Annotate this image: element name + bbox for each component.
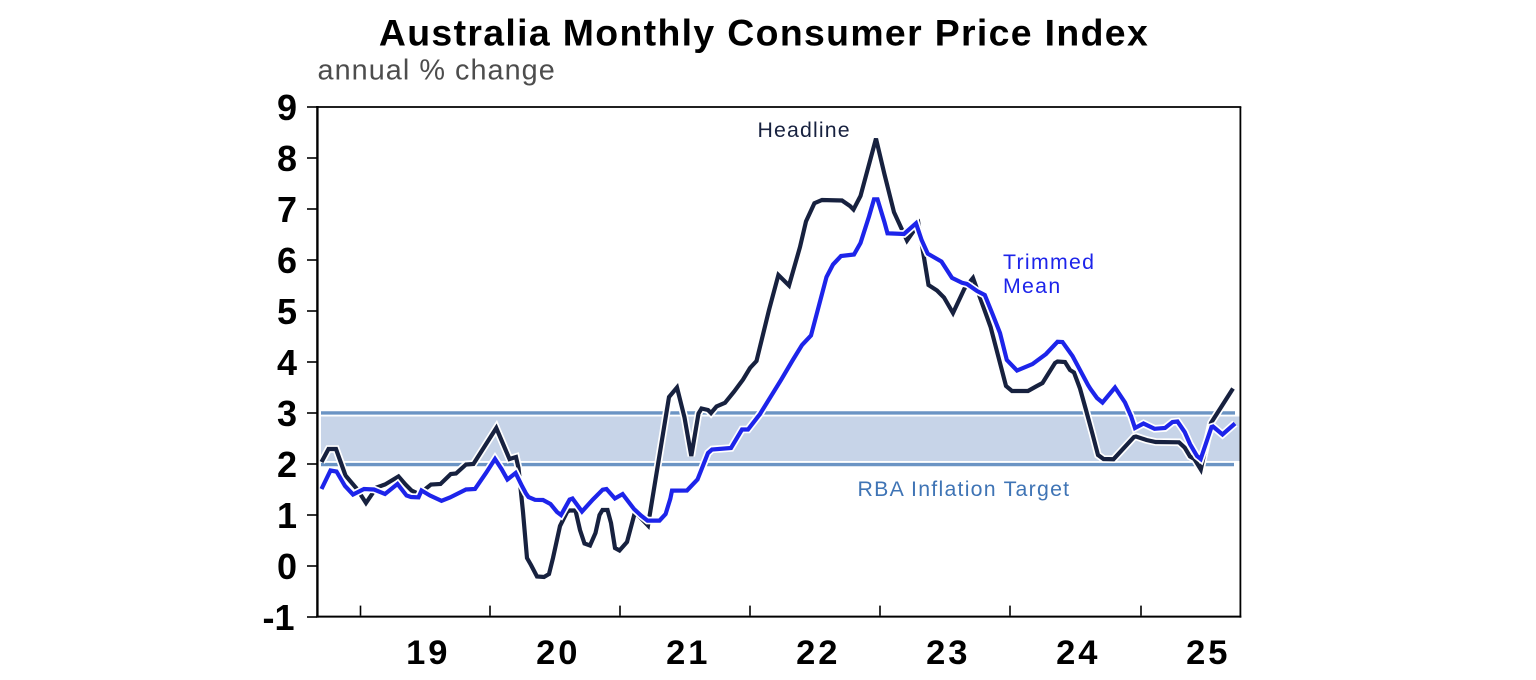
svg-text:Mean: Mean: [1003, 274, 1061, 298]
svg-text:annual % change: annual % change: [318, 54, 556, 86]
svg-text:Headline: Headline: [758, 118, 851, 142]
svg-text:2: 2: [277, 444, 297, 485]
svg-text:22: 22: [796, 634, 840, 672]
svg-text:6: 6: [277, 240, 297, 281]
svg-text:20: 20: [536, 634, 580, 672]
svg-text:1: 1: [277, 495, 297, 536]
svg-text:9: 9: [277, 87, 297, 128]
svg-text:21: 21: [666, 634, 710, 672]
svg-text:RBA Inflation Target: RBA Inflation Target: [858, 477, 1071, 501]
svg-text:-1: -1: [262, 597, 294, 638]
svg-text:0: 0: [277, 546, 297, 587]
svg-text:Australia Monthly Consumer Pri: Australia Monthly Consumer Price Index: [379, 12, 1149, 54]
svg-text:23: 23: [926, 634, 970, 672]
svg-text:5: 5: [277, 291, 297, 332]
svg-text:19: 19: [406, 634, 450, 672]
svg-text:25: 25: [1186, 634, 1230, 672]
svg-text:3: 3: [277, 393, 297, 434]
svg-text:7: 7: [277, 189, 297, 230]
svg-text:4: 4: [277, 342, 297, 383]
svg-text:Trimmed: Trimmed: [1003, 250, 1095, 274]
svg-text:24: 24: [1056, 634, 1100, 672]
svg-text:8: 8: [277, 138, 297, 179]
